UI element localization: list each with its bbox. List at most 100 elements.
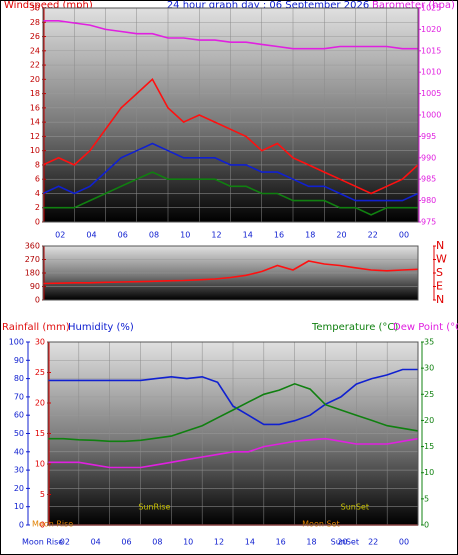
y-tick-label: 18 [30,89,40,98]
y3-tick-label: 20 [35,399,45,408]
y2-tick-label: 25 [424,390,434,399]
x-tick-label: 18 [306,538,316,547]
x-tick-label: 22 [368,231,378,240]
y2-tick-label: W [436,253,447,266]
y2-tick-label: 985 [421,175,436,184]
y-tick-label: 20 [30,75,40,84]
x-tick-label: 22 [368,538,378,547]
x-tick-label: 20 [336,231,346,240]
series-line [42,260,419,285]
y2-tick-label: 995 [421,132,436,141]
series-line [48,368,418,426]
y-tick-label: 10 [14,502,24,511]
y3-tick-label: 10 [35,460,45,469]
x-tick-label: 06 [121,538,131,547]
y2-tick-label: 1000 [421,111,441,120]
y3-tick-label: 0 [40,521,45,530]
legend-entry: Temperature (°C) [311,322,398,333]
x-tick-label: 20 [337,538,347,547]
y2-tick-label: 20 [424,416,434,425]
legend-entry: Humidity (%) [68,322,134,333]
x-tick-label: 14 [243,231,253,240]
y2-tick-label: 980 [421,196,436,205]
y-tick-label: 0 [35,218,40,227]
x-tick-label: 04 [91,538,101,547]
y2-tick-label: 0 [424,521,429,530]
y-tick-label: 30 [30,4,40,13]
y2-tick-label: 1025 [421,4,441,13]
y-tick-label: 180 [25,269,40,278]
y-tick-label: 28 [30,18,40,27]
x-tick-label: 08 [152,538,162,547]
y2-tick-label: 1005 [421,89,441,98]
y-tick-label: 8 [35,160,40,169]
plot-border [47,341,419,526]
x-tick-label: 12 [214,538,224,547]
y2-tick-label: 35 [424,338,434,347]
x-tick-label: 08 [149,231,159,240]
series-line [43,171,418,216]
y3-tick-label: 5 [40,490,45,499]
y2-tick-label: 10 [424,468,434,477]
series-line [43,19,418,50]
y2-tick-label: 1020 [421,25,441,34]
y2-label: Barometer (hpa) [372,0,455,11]
y-label: Windspeed (mph) [4,0,93,11]
chart-title: 24 hour graph day : 06 September 2026 [167,0,369,11]
y-tick-label: 10 [30,146,40,155]
y-tick-label: 90 [30,282,40,291]
series-line [48,382,419,443]
annotation: Moon Rise [22,538,63,547]
x-tick-label: 04 [86,231,96,240]
legend-entry: Rainfall (mm) [2,322,70,333]
y3-tick-label: 25 [35,368,45,377]
annotation: SunSet [331,538,359,547]
x-tick-label: 00 [399,231,409,240]
x-tick-label: 14 [245,538,255,547]
y2-tick-label: E [436,280,443,293]
y-tick-label: 270 [25,255,40,264]
y2-tick-label: 990 [421,153,436,162]
annotation: Moon Rise [32,520,73,529]
y-tick-label: 4 [35,189,40,198]
x-tick-label: 18 [305,231,315,240]
y-tick-label: 14 [30,118,40,127]
x-tick-label: 10 [183,538,193,547]
annotation: Moon Set [302,520,339,529]
y-tick-label: 40 [14,447,24,456]
y-tick-label: 90 [14,356,24,365]
plot-border [42,7,419,223]
y-tick-label: 12 [30,132,40,141]
y2-tick-label: 5 [424,494,429,503]
y2-tick-label: 1015 [421,46,441,55]
y2-tick-label: N [436,293,444,306]
y2-tick-label: N [436,239,444,252]
y-tick-label: 30 [14,466,24,475]
y-tick-label: 20 [14,484,24,493]
x-tick-label: 00 [399,538,409,547]
y-tick-label: 70 [14,392,24,401]
plot-border [42,245,419,301]
annotation: SunRise [138,503,170,512]
y-tick-label: 24 [30,46,40,55]
y2-tick-label: 30 [424,364,434,373]
y3-tick-label: 30 [35,338,45,347]
y3-tick-label: 15 [35,429,45,438]
y2-tick-label: S [436,266,443,279]
x-tick-label: 10 [180,231,190,240]
x-tick-label: 06 [118,231,128,240]
y-tick-label: 0 [19,521,24,530]
y-tick-label: 16 [30,103,40,112]
y-tick-label: 2 [35,203,40,212]
y-tick-label: 50 [14,429,24,438]
series-line [48,437,419,469]
x-tick-label: 12 [211,231,221,240]
y2-tick-label: 1010 [421,68,441,77]
y-tick-label: 26 [30,32,40,41]
y-tick-label: 80 [14,374,24,383]
y2-tick-label: 15 [424,442,434,451]
legend-entry: Dew Point (°C) [393,322,458,333]
x-tick-label: 02 [60,538,70,547]
y-tick-label: 0 [35,296,40,305]
